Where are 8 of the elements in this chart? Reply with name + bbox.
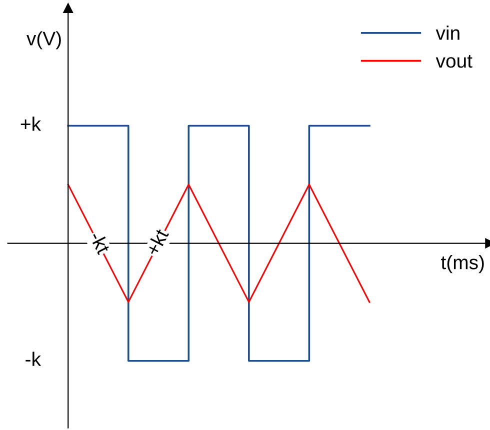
legend-label: vout <box>436 55 472 68</box>
annotation: -k <box>26 352 42 366</box>
x-axis-title: t(ms) <box>441 255 484 274</box>
legend-label: vin <box>436 26 460 40</box>
annotation: +kt <box>144 227 170 257</box>
y-axis-title: v(V) <box>26 31 61 50</box>
annotation: -kt <box>89 230 112 256</box>
annotation: +k <box>20 116 42 131</box>
